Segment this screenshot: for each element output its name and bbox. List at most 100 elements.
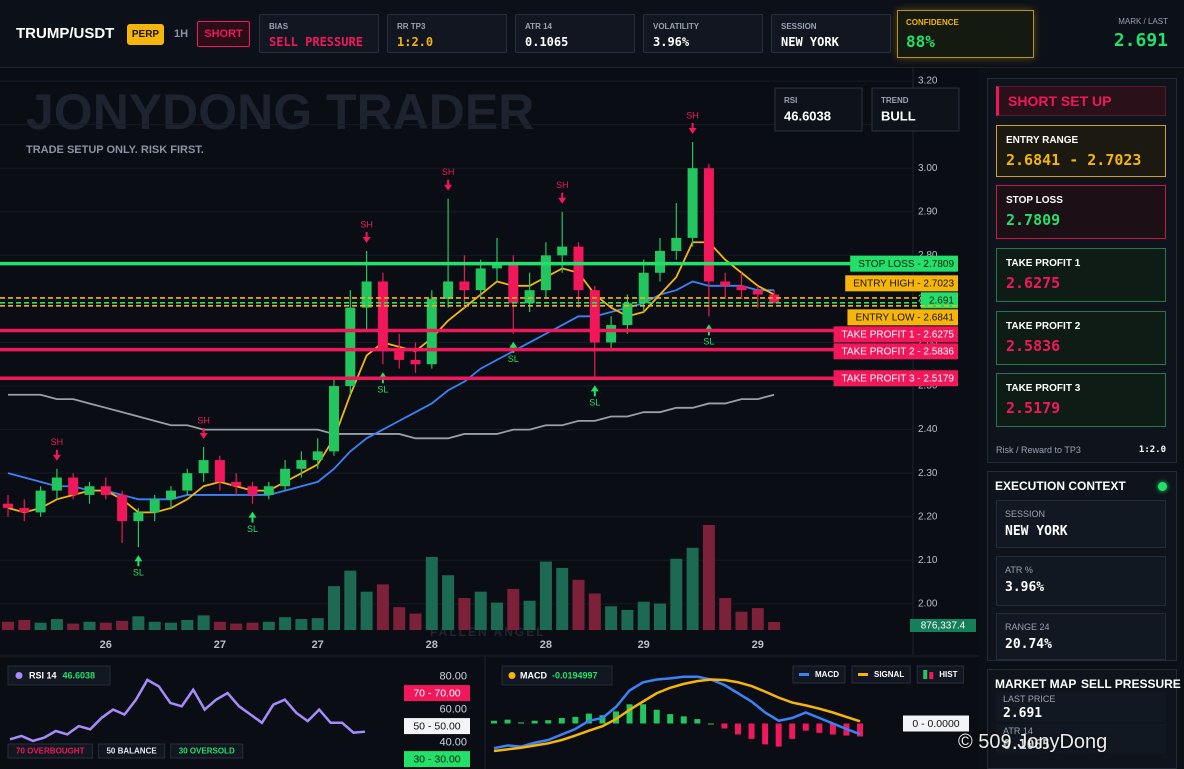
candle-body bbox=[3, 503, 13, 509]
candle-body bbox=[410, 359, 421, 365]
macd-hist-bar bbox=[491, 720, 497, 724]
candle-body bbox=[84, 486, 95, 495]
indicator-value: 46.6038 bbox=[784, 108, 831, 123]
swing-arrow bbox=[558, 192, 567, 204]
y-tick-label: 2.20 bbox=[918, 511, 938, 522]
rsi-level-label: 70 - 70.00 bbox=[413, 687, 460, 699]
level-label: STOP LOSS - 2.7809 bbox=[858, 259, 954, 270]
candle-body bbox=[720, 281, 731, 286]
volume-bar bbox=[295, 619, 308, 630]
candle-body bbox=[19, 508, 30, 513]
volume-bar bbox=[539, 561, 552, 630]
swing-arrow bbox=[199, 428, 208, 440]
swing-arrow bbox=[134, 555, 143, 567]
volume-bar bbox=[344, 570, 357, 630]
stat-card: SESSION NEW YORK bbox=[771, 14, 891, 53]
volume-bar bbox=[67, 623, 80, 630]
execution-label: SESSION bbox=[1005, 509, 1046, 519]
candle-body bbox=[296, 460, 307, 469]
level-tag bbox=[833, 370, 958, 387]
moving-average bbox=[8, 393, 775, 440]
candle-body bbox=[100, 486, 111, 495]
volume-bar bbox=[686, 547, 699, 630]
macd-hist-bar bbox=[829, 723, 836, 735]
swing-arrow bbox=[378, 372, 387, 384]
swing-arrow bbox=[362, 231, 371, 243]
macd-hist-bar bbox=[640, 704, 647, 724]
volume-bar bbox=[148, 621, 161, 630]
side-badge: SHORT bbox=[197, 21, 250, 47]
volume-bar bbox=[556, 567, 569, 630]
candle-body bbox=[752, 290, 763, 295]
rsi-level-tag bbox=[404, 718, 470, 735]
volume-label-bg bbox=[910, 619, 976, 632]
macd-hist-bar bbox=[694, 719, 701, 724]
volume-bar bbox=[279, 617, 292, 630]
y-tick-label: 2.40 bbox=[918, 424, 938, 435]
macd-hist-bar bbox=[613, 711, 619, 724]
macd-hist-bar bbox=[504, 719, 511, 724]
candle-body bbox=[263, 486, 274, 495]
indicator-box bbox=[871, 87, 960, 132]
candle-body bbox=[68, 477, 79, 495]
volume-bar bbox=[637, 601, 650, 630]
candle-body bbox=[524, 290, 535, 304]
volume-bar bbox=[376, 584, 389, 630]
candle-body bbox=[557, 246, 568, 256]
rsi-tick-label: 80.00 bbox=[439, 670, 467, 682]
x-tick-label: 26 bbox=[100, 639, 112, 651]
stat-label: ATR 14 bbox=[525, 22, 552, 31]
swing-label: SL bbox=[508, 354, 519, 364]
macd-hist-bar bbox=[789, 723, 796, 739]
candle-body bbox=[182, 473, 193, 491]
level-label: 2.691 bbox=[929, 295, 954, 306]
moving-average bbox=[7, 280, 775, 501]
market-item: LAST PRICE 2.691 bbox=[996, 692, 1166, 722]
setup-card-label: TAKE PROFIT 3 bbox=[1006, 383, 1081, 394]
y-tick-label: 2.30 bbox=[918, 468, 938, 479]
swing-label: SH bbox=[360, 219, 373, 229]
watermark: © 509 JonyDong bbox=[958, 731, 1108, 753]
setup-card-label: ENTRY RANGE bbox=[1006, 135, 1079, 146]
candle-body bbox=[361, 281, 372, 308]
candle-body bbox=[35, 490, 46, 513]
x-tick-label: 27 bbox=[214, 639, 226, 651]
swing-arrow bbox=[248, 511, 257, 523]
macd-hist-bar bbox=[680, 716, 687, 724]
volume-bar bbox=[197, 615, 210, 630]
status-dot bbox=[1158, 482, 1167, 491]
volume-bar bbox=[262, 621, 275, 630]
candle-body bbox=[589, 290, 600, 343]
mark-value: 2.691 bbox=[1113, 30, 1168, 51]
execution-item: ATR % 3.96% bbox=[996, 556, 1166, 606]
swing-label: SH bbox=[442, 167, 455, 177]
volume-bar bbox=[230, 623, 243, 630]
volume-bar bbox=[311, 618, 324, 630]
volume-bar bbox=[132, 616, 145, 630]
volume-bar bbox=[523, 600, 536, 630]
candle-body bbox=[426, 298, 437, 365]
rsi-title: RSI 14 bbox=[29, 670, 57, 680]
volume-bar bbox=[702, 525, 715, 630]
candle-body bbox=[638, 272, 649, 304]
chart-watermark: JONYDONG TRADER bbox=[26, 84, 534, 140]
rsi-legend-box bbox=[7, 743, 93, 759]
volume-bar bbox=[768, 621, 781, 630]
macd-zero-tag bbox=[903, 715, 969, 732]
rsi-legend-label: 30 OVERSOLD bbox=[179, 747, 235, 756]
macd-legend-box bbox=[792, 665, 846, 684]
stat-value: 0.1065 bbox=[525, 35, 569, 49]
candle-body bbox=[345, 307, 356, 387]
stat-card: BIAS SELL PRESSURE bbox=[259, 14, 379, 53]
candle-body bbox=[117, 494, 128, 522]
swing-label: SH bbox=[556, 180, 569, 190]
swing-arrow bbox=[590, 385, 599, 397]
candle-body bbox=[51, 477, 62, 491]
volume-bar bbox=[360, 591, 373, 630]
macd-legend-label: HIST bbox=[939, 670, 957, 679]
indicator-box bbox=[774, 87, 863, 132]
level-label: TAKE PROFIT 2 - 2.5836 bbox=[842, 346, 955, 357]
x-tick-label: 29 bbox=[752, 639, 764, 651]
badge: PERP bbox=[127, 24, 164, 45]
x-tick-label: 28 bbox=[540, 639, 552, 651]
